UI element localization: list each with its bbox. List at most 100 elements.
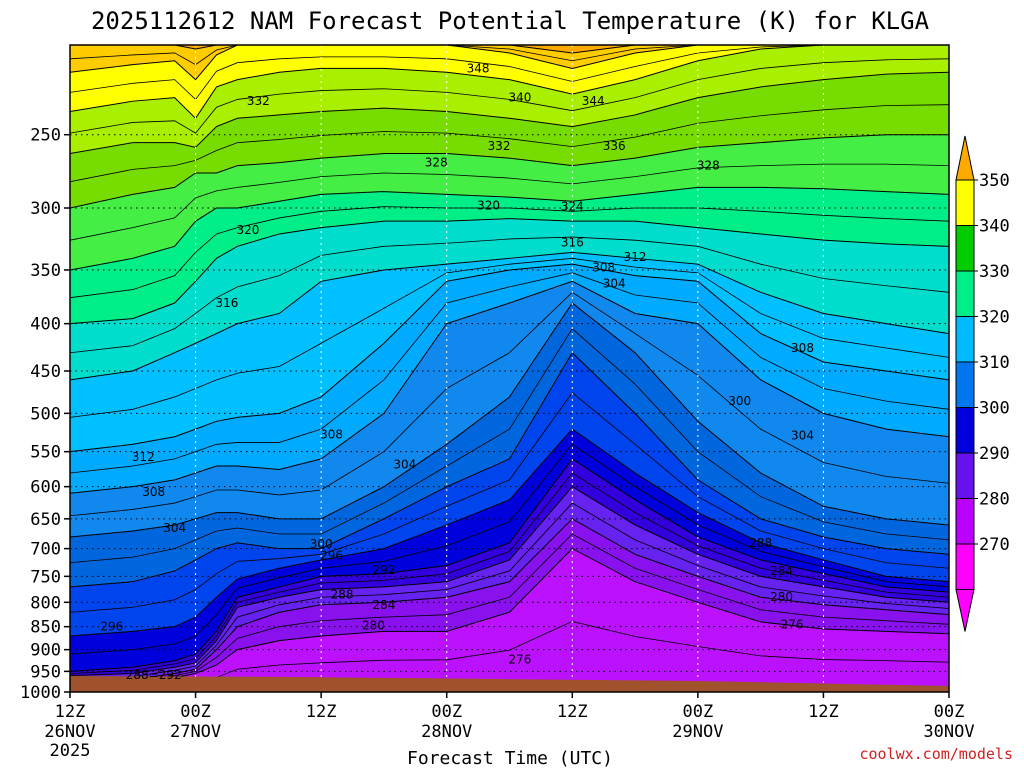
contour-label: 308 <box>592 261 615 275</box>
x-tick-label: 12Z <box>55 702 86 722</box>
colorbar-label: 320 <box>979 308 1010 328</box>
isotherm-280 <box>70 547 949 687</box>
isotherm-306 <box>70 291 949 517</box>
isotherm-322 <box>70 206 949 299</box>
x-tick-label: 30NOV <box>923 722 974 742</box>
contour-label: 276 <box>509 652 532 666</box>
isotherm-316 <box>70 251 949 381</box>
y-tick-label: 850 <box>30 618 61 638</box>
isotherm-332 <box>70 71 949 155</box>
colorbar-label: 310 <box>979 353 1010 373</box>
colorbar-segment <box>955 316 975 363</box>
contour-label: 296 <box>320 548 343 562</box>
plot-frame <box>69 44 950 693</box>
colorbar-segment <box>955 225 975 272</box>
colorbar-segment <box>955 543 975 590</box>
x-tick-label: 12Z <box>808 702 839 722</box>
isotherm-290 <box>70 472 949 674</box>
contour-label: 304 <box>791 428 814 442</box>
contour-label: 340 <box>509 91 532 105</box>
x-tick-label: 28NOV <box>421 722 472 742</box>
contour-label: 324 <box>561 200 584 214</box>
isotherm-288 <box>70 485 949 677</box>
contour-label: 308 <box>142 485 165 499</box>
y-tick-label: 650 <box>30 510 61 530</box>
x-tick-label: 00Z <box>431 702 462 722</box>
isotherm-310 <box>70 272 949 474</box>
colorbar-label: 270 <box>979 535 1010 555</box>
isotherm-340 <box>70 45 949 81</box>
contour-label: 332 <box>488 139 511 153</box>
contour-label: 328 <box>425 156 448 170</box>
y-tick-label: 950 <box>30 662 61 682</box>
y-tick-label: 400 <box>30 315 61 335</box>
isotherm-326 <box>70 163 949 241</box>
isotherm-344 <box>70 45 949 54</box>
isotherm-324 <box>70 186 949 271</box>
y-tick-label: 1000 <box>20 683 61 703</box>
isotherm-338 <box>70 45 949 101</box>
contour-label: 336 <box>603 139 626 153</box>
y-tick-label: 550 <box>30 443 61 463</box>
y-tick-label: 500 <box>30 404 61 424</box>
contour-label: 316 <box>216 296 239 310</box>
y-tick-label: 250 <box>30 126 61 146</box>
x-tick-label: 12Z <box>306 702 337 722</box>
contour-label: 296 <box>100 620 123 634</box>
colorbar-segment <box>955 452 975 499</box>
contour-label: 316 <box>561 236 584 250</box>
colorbar-label: 280 <box>979 490 1010 510</box>
chart-title: 2025112612 NAM Forecast Potential Temper… <box>91 7 930 35</box>
colorbar-label: 300 <box>979 399 1010 419</box>
contour-label: 304 <box>393 458 416 472</box>
contour-label: 344 <box>582 94 605 108</box>
credit-text: coolwx.com/models <box>859 745 1013 763</box>
contour-label: 280 <box>770 590 793 604</box>
x-axis-label: Forecast Time (UTC) <box>407 748 613 768</box>
isotherm-308 <box>70 280 949 494</box>
contour-label: 328 <box>697 159 720 173</box>
isotherm-304 <box>70 302 949 538</box>
isotherm-328 <box>70 134 949 209</box>
colorbar-bottom-arrow <box>955 589 975 632</box>
contour-label: 300 <box>310 537 333 551</box>
isotherm-292 <box>70 458 949 672</box>
isotherm-286 <box>70 502 949 680</box>
isotherm-318 <box>70 236 949 354</box>
contour-label: 308 <box>791 341 814 355</box>
isotherm-282 <box>70 533 949 685</box>
isotherm-298 <box>70 392 949 613</box>
isotherm-284 <box>70 518 949 683</box>
x-tick-label: 26NOV <box>44 722 95 742</box>
y-tick-label: 350 <box>30 261 61 281</box>
isotherm-300 <box>70 351 949 588</box>
colorbar-segment <box>955 270 975 317</box>
contour-label: 276 <box>781 617 804 631</box>
contour-label: 320 <box>477 198 500 212</box>
x-tick-label: 27NOV <box>170 722 221 742</box>
y-tick-label: 900 <box>30 641 61 661</box>
grid-lines <box>70 45 949 692</box>
contour-label: 284 <box>770 564 793 578</box>
contour-label: 304 <box>163 521 186 535</box>
y-axis: 250 300 350 400 450 500 550 600 650 700 750 800 850 9… <box>20 126 70 703</box>
colorbar-label: 350 <box>979 171 1010 191</box>
x-tick-label: 2025 <box>50 741 91 761</box>
y-tick-label: 600 <box>30 478 61 498</box>
colorbar-segment <box>955 361 975 408</box>
contour-label: 284 <box>372 598 395 612</box>
colorbar-segment <box>955 407 975 454</box>
contour-label: 288=292 <box>126 668 182 682</box>
isotherm-334 <box>70 58 949 134</box>
contour-label: 280 <box>362 619 385 633</box>
contour-label: 348 <box>467 61 490 75</box>
colorbar-label: 290 <box>979 444 1010 464</box>
x-tick-label: 00Z <box>934 702 965 722</box>
y-tick-label: 300 <box>30 199 61 219</box>
x-tick-label: 12Z <box>557 702 588 722</box>
isotherm-314 <box>70 257 949 418</box>
x-tick-label: 00Z <box>682 702 713 722</box>
y-tick-label: 700 <box>30 540 61 560</box>
isotherm-296 <box>70 428 949 637</box>
contour-label: 288 <box>331 588 354 602</box>
